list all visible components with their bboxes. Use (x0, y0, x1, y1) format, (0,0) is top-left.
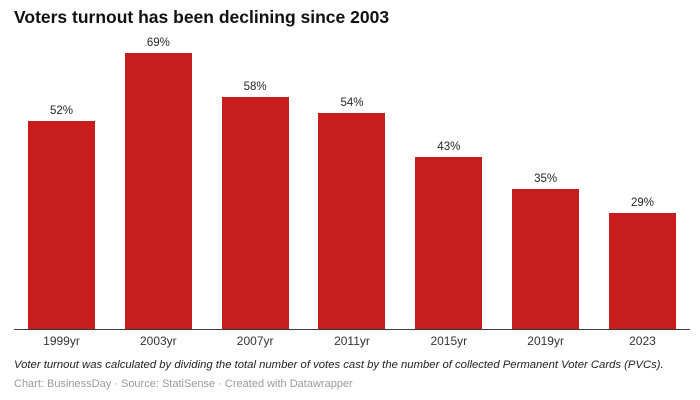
bar-value-label: 58% (243, 81, 267, 93)
bar-value-label: 69% (146, 37, 170, 49)
bar-column: 58% (221, 81, 289, 329)
bar-column: 29% (608, 197, 676, 329)
x-tick-label: 2019yr (527, 334, 564, 348)
x-tick-label: 2007yr (236, 334, 274, 348)
bar[interactable] (608, 213, 676, 329)
x-tick-label: 2003yr (139, 334, 177, 348)
bar[interactable] (124, 53, 192, 329)
x-tick-label: 2011yr (334, 334, 370, 348)
chart-footnote: Voter turnout was calculated by dividing… (14, 359, 664, 371)
x-tick-label: 2023 (629, 334, 656, 348)
bar-value-label: 29% (630, 197, 654, 209)
x-tick-label: 1999yr (43, 334, 80, 348)
bar-column: 52% (28, 105, 95, 329)
bar-value-label: 43% (437, 141, 461, 153)
bar-column: 69% (124, 37, 192, 329)
bar[interactable] (318, 113, 386, 329)
bar[interactable] (415, 157, 483, 329)
bar-chart-plot-area: 52% 69% 58% 54% 43% 35% 29% (14, 37, 690, 330)
bar-column: 43% (415, 141, 483, 329)
bar-value-label: 35% (534, 173, 558, 185)
chart-title: Voters turnout has been declining since … (14, 7, 390, 27)
x-axis: 1999yr 2003yr 2007yr 2011yr 2015yr 2019yr 2023 (14, 334, 690, 348)
bar-column: 54% (318, 97, 386, 329)
bar-column: 35% (512, 173, 580, 329)
bar[interactable] (221, 97, 289, 329)
bar[interactable] (28, 121, 95, 329)
bar-value-label: 52% (49, 105, 74, 117)
x-tick-label: 2015yr (430, 334, 468, 348)
bar-value-label: 54% (340, 97, 364, 109)
bar[interactable] (512, 189, 580, 329)
chart-attribution: Chart: BusinessDay · Source: StatiSense … (14, 378, 353, 390)
